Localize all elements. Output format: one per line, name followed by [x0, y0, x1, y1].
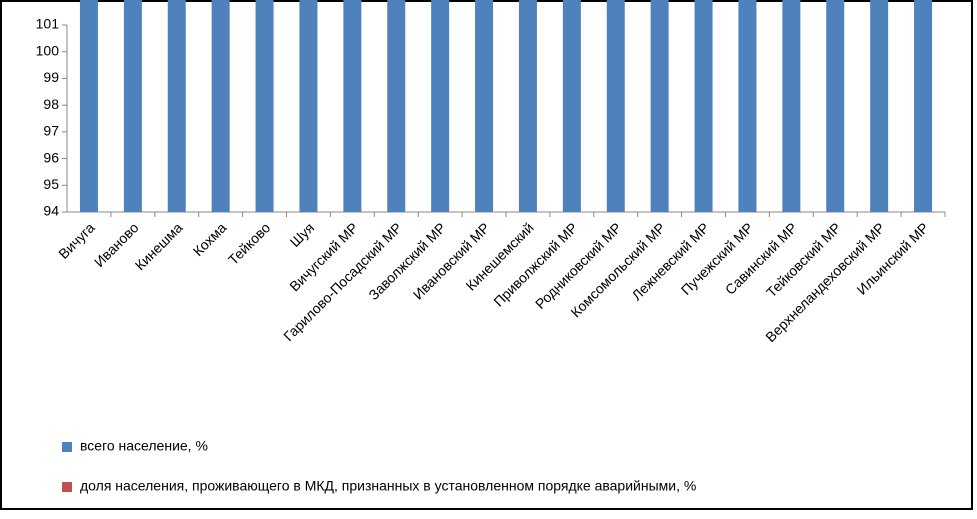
bar-segment [387, 0, 406, 212]
bar-segment [123, 0, 142, 212]
legend-swatch [62, 482, 72, 492]
y-tick-label: 98 [43, 96, 59, 112]
bar-segment [518, 0, 537, 212]
bar-segment [738, 0, 757, 212]
bar-segment [299, 0, 318, 212]
bar-segment [914, 0, 933, 212]
y-tick-label: 95 [43, 176, 59, 192]
legend-label: всего население, % [80, 438, 208, 454]
bar-segment [343, 0, 362, 212]
bar-segment [431, 0, 450, 212]
y-tick-label: 99 [43, 69, 59, 85]
bar-segment [870, 0, 889, 212]
y-tick-label: 97 [43, 123, 59, 139]
bar-segment [562, 0, 581, 212]
bar-segment [606, 0, 625, 212]
legend-label: доля населения, проживающего в МКД, приз… [80, 478, 696, 494]
bar-segment [475, 0, 494, 212]
y-tick-label: 100 [36, 42, 60, 58]
bar-segment [211, 0, 230, 212]
bar-segment [255, 0, 274, 212]
y-tick-label: 101 [36, 16, 60, 32]
y-tick-label: 94 [43, 203, 59, 219]
bar-segment [167, 0, 186, 212]
bar-segment [650, 0, 669, 212]
legend-swatch [62, 442, 72, 452]
bar-segment [694, 0, 713, 212]
y-tick-label: 96 [43, 149, 59, 165]
bar-segment [782, 0, 801, 212]
bar-segment [826, 0, 845, 212]
bar-segment [79, 0, 98, 212]
